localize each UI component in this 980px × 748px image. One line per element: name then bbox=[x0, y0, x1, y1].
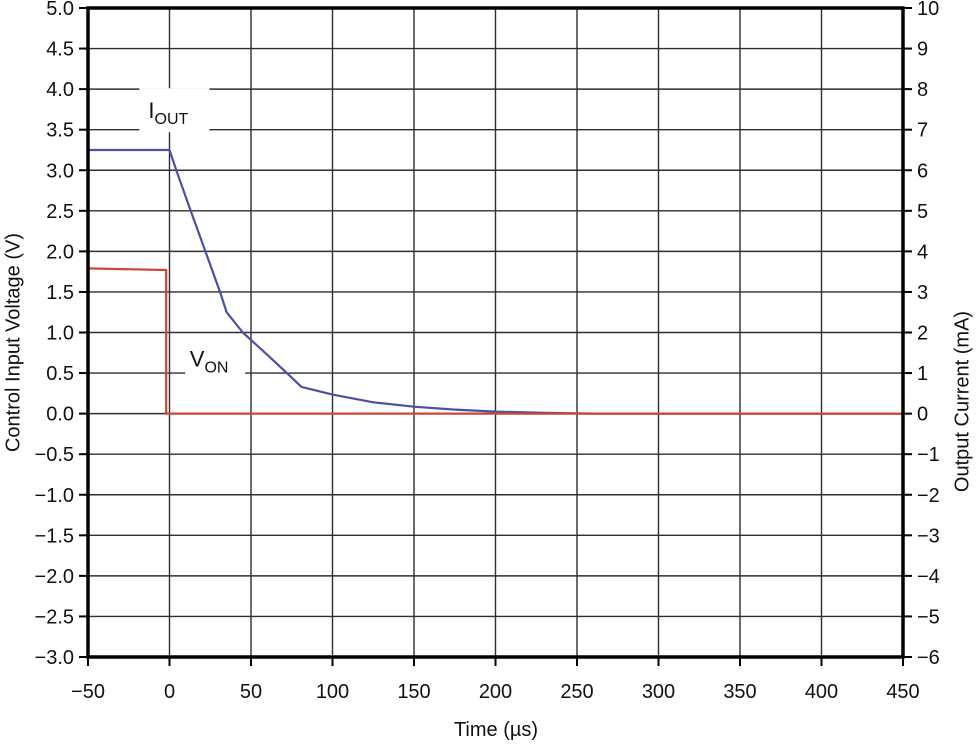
trace-von bbox=[87, 267, 903, 415]
trace-iout bbox=[88, 148, 903, 415]
x-tick-label: 250 bbox=[560, 681, 593, 703]
right-tick-label: 10 bbox=[917, 0, 939, 20]
right-tick-label: −4 bbox=[917, 566, 940, 588]
right-tick-label: −2 bbox=[917, 485, 940, 507]
plot-border bbox=[86, 6, 905, 659]
x-tick-label: 150 bbox=[397, 681, 430, 703]
x-tick-label: 0 bbox=[164, 681, 175, 703]
annotation-box-iout bbox=[139, 88, 210, 133]
left-tick-label: −1.5 bbox=[35, 525, 74, 547]
right-tick-label: −1 bbox=[917, 444, 940, 466]
x-tick-label: 300 bbox=[642, 681, 675, 703]
left-axis-title: Control Input Voltage (V) bbox=[2, 233, 25, 453]
left-tick-label: 4.0 bbox=[46, 79, 74, 101]
left-tick-label: 3.0 bbox=[46, 160, 74, 182]
left-tick-label: 2.5 bbox=[46, 201, 74, 223]
x-tick-label: 200 bbox=[479, 681, 512, 703]
right-tick-label: −6 bbox=[917, 647, 940, 669]
left-tick-label: 5.0 bbox=[46, 0, 74, 20]
right-tick-label: 7 bbox=[917, 120, 928, 142]
left-tick-label: −2.5 bbox=[35, 606, 74, 628]
left-tick-label: 0.0 bbox=[46, 404, 74, 426]
left-tick-label: 1.5 bbox=[46, 282, 74, 304]
right-tick-label: −5 bbox=[917, 606, 940, 628]
left-tick-label: −3.0 bbox=[35, 647, 74, 669]
right-tick-label: 2 bbox=[917, 323, 928, 345]
x-tick-label: 400 bbox=[805, 681, 838, 703]
left-tick-label: −2.0 bbox=[35, 566, 74, 588]
right-axis-title: Output Current (mA) bbox=[951, 310, 974, 493]
right-tick-label: 5 bbox=[917, 201, 928, 223]
right-tick-label: 6 bbox=[917, 160, 928, 182]
right-tick-label: 1 bbox=[917, 363, 928, 385]
left-tick-label: −0.5 bbox=[35, 444, 74, 466]
right-tick-label: 8 bbox=[917, 79, 928, 101]
x-tick-label: 450 bbox=[886, 681, 919, 703]
left-tick-label: 1.0 bbox=[46, 323, 74, 345]
annotation-label-iout: IOUT bbox=[148, 98, 188, 128]
left-tick-label: 3.5 bbox=[46, 120, 74, 142]
right-tick-label: 0 bbox=[917, 404, 928, 426]
right-tick-label: 3 bbox=[917, 282, 928, 304]
left-tick-label: −1.0 bbox=[35, 485, 74, 507]
left-tick-label: 2.0 bbox=[46, 241, 74, 263]
right-tick-label: −3 bbox=[917, 525, 940, 547]
left-tick-label: 0.5 bbox=[46, 363, 74, 385]
x-tick-label: 100 bbox=[316, 681, 349, 703]
x-axis-title: Time (µs) bbox=[453, 719, 539, 741]
annotation-box-von bbox=[185, 340, 246, 377]
right-tick-label: 9 bbox=[917, 39, 928, 61]
right-tick-label: 4 bbox=[917, 241, 928, 263]
x-tick-label: −50 bbox=[71, 681, 105, 703]
left-tick-label: 4.5 bbox=[46, 39, 74, 61]
x-tick-label: 50 bbox=[240, 681, 262, 703]
x-tick-label: 350 bbox=[723, 681, 756, 703]
annotation-label-von: VON bbox=[190, 346, 229, 376]
